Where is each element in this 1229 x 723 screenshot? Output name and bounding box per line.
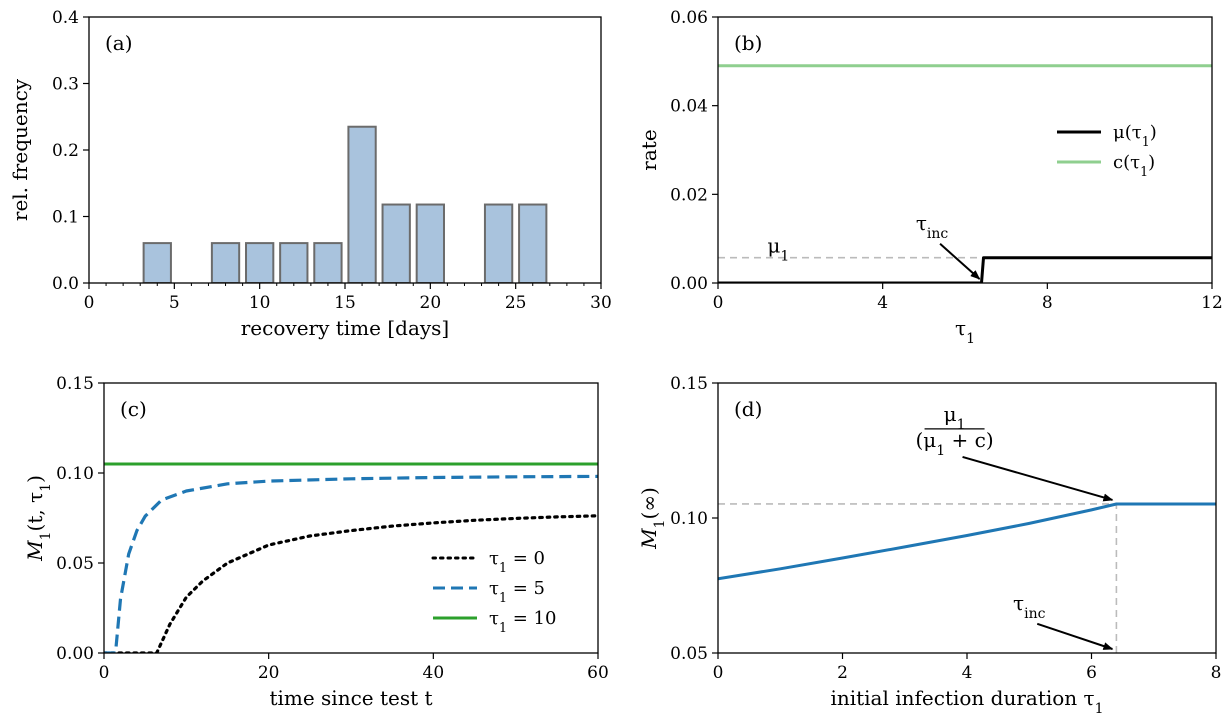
x-tick-label: 0 <box>99 663 110 683</box>
plot-area <box>104 462 598 653</box>
y-tick-label: 0.2 <box>52 141 79 161</box>
legend-entry: τ1 = 0 <box>489 548 545 575</box>
panel-label: (a) <box>105 31 133 55</box>
y-axis-label: M1(∞) <box>637 487 668 550</box>
y-tick-label: 0.00 <box>670 274 708 294</box>
x-tick-label: 20 <box>258 663 280 683</box>
axes-frame <box>103 382 599 654</box>
x-tick-label: 40 <box>423 663 445 683</box>
series-line-1 <box>718 256 1212 283</box>
x-tick-label: 0 <box>84 293 95 313</box>
y-tick-label: 0.05 <box>670 644 708 664</box>
x-tick-label: 60 <box>587 663 609 683</box>
legend-entry: μ(τ1) <box>1113 122 1157 149</box>
legend: μ(τ1) c(τ1) <box>1057 122 1157 179</box>
x-tick-label: 0 <box>713 293 724 313</box>
x-tick-label: 5 <box>169 293 180 313</box>
y-tick-label: 0.02 <box>670 185 708 205</box>
x-tick-label: 30 <box>590 293 612 313</box>
bar <box>245 242 275 283</box>
legend: τ1 = 0 τ1 = 5 τ1 = 10 <box>431 548 556 635</box>
panel-4: 0 2 4 6 8 0.05 0.10 0.15 initial infection durat… <box>637 374 1221 717</box>
x-axis-label: τ1 <box>955 316 975 347</box>
y-tick-label: 0.05 <box>56 554 94 574</box>
x-tick-label: 6 <box>1086 663 1097 683</box>
annotation-fraction: μ1(μ1 + c) <box>915 402 993 459</box>
annotation-arrow <box>1036 622 1114 650</box>
plot-area <box>718 502 1216 653</box>
axes-frame <box>717 16 1213 284</box>
panel-label: (b) <box>734 31 762 55</box>
x-axis-label: initial infection duration τ1 <box>830 686 1103 717</box>
annotation-label: τinc <box>1013 591 1046 622</box>
y-tick-label: 0.4 <box>52 8 79 28</box>
reference-label: μ1 <box>767 234 789 265</box>
bar <box>279 242 309 283</box>
series-line-1 <box>104 514 598 653</box>
panel-2: μ1 0 4 8 12 0.00 0.02 0.04 0.06 τ1 rate (b) μ(τ1) c(τ… <box>637 8 1223 347</box>
series-line-2 <box>104 474 598 653</box>
fraction-numerator: μ1 <box>944 402 966 433</box>
y-tick-label: 0.06 <box>670 8 708 28</box>
annotation-label: τinc <box>916 211 949 242</box>
bar <box>142 242 172 283</box>
bar <box>518 203 548 283</box>
y-tick-label: 0.3 <box>52 75 79 95</box>
annotation-arrow <box>962 455 1114 502</box>
y-tick-label: 0.10 <box>670 509 708 529</box>
y-tick-label: 0.00 <box>56 644 94 664</box>
x-tick-label: 4 <box>877 293 888 313</box>
x-tick-label: 8 <box>1042 293 1053 313</box>
panel-1: 0 5 10 15 20 25 30 0.0 0.1 0.2 0.3 0.4 recovery time… <box>8 8 612 340</box>
x-tick-label: 2 <box>837 663 848 683</box>
x-axis-label: time since test t <box>269 686 432 710</box>
annotation-arrow <box>939 243 981 280</box>
x-tick-label: 12 <box>1201 293 1223 313</box>
legend-entry: τ1 = 5 <box>489 578 545 605</box>
y-tick-label: 0.1 <box>52 208 79 228</box>
legend-entry: τ1 = 10 <box>489 608 556 635</box>
x-tick-label: 10 <box>249 293 271 313</box>
bar <box>415 203 445 283</box>
y-axis-label: rel. frequency <box>8 78 32 221</box>
y-tick-label: 0.15 <box>670 374 708 394</box>
y-axis-label: M1(t, τ1) <box>23 475 54 562</box>
bar <box>483 203 514 283</box>
x-tick-label: 15 <box>334 293 356 313</box>
x-tick-label: 20 <box>420 293 442 313</box>
y-tick-label: 0.0 <box>52 274 79 294</box>
y-tick-label: 0.10 <box>56 464 94 484</box>
x-tick-label: 0 <box>713 663 724 683</box>
panel-3: 0 20 40 60 0.00 0.05 0.10 0.15 time since test t… <box>23 374 609 710</box>
series-line-1 <box>718 502 1216 581</box>
x-tick-label: 25 <box>505 293 527 313</box>
bar <box>347 125 377 283</box>
plot-area <box>142 125 548 283</box>
bar <box>313 242 343 283</box>
bar <box>210 242 241 283</box>
panel-label: (d) <box>734 397 762 421</box>
x-axis-label: recovery time [days] <box>241 316 449 340</box>
panel-label: (c) <box>120 397 147 421</box>
fraction-denominator: (μ1 + c) <box>915 428 993 459</box>
plot-area <box>718 64 1212 283</box>
x-tick-label: 4 <box>962 663 973 683</box>
axes-frame <box>717 382 1217 654</box>
bar <box>381 203 411 283</box>
y-tick-label: 0.15 <box>56 374 94 394</box>
x-tick-label: 8 <box>1211 663 1222 683</box>
y-tick-label: 0.04 <box>670 97 708 117</box>
legend-entry: c(τ1) <box>1113 152 1155 179</box>
y-axis-label: rate <box>637 129 661 170</box>
